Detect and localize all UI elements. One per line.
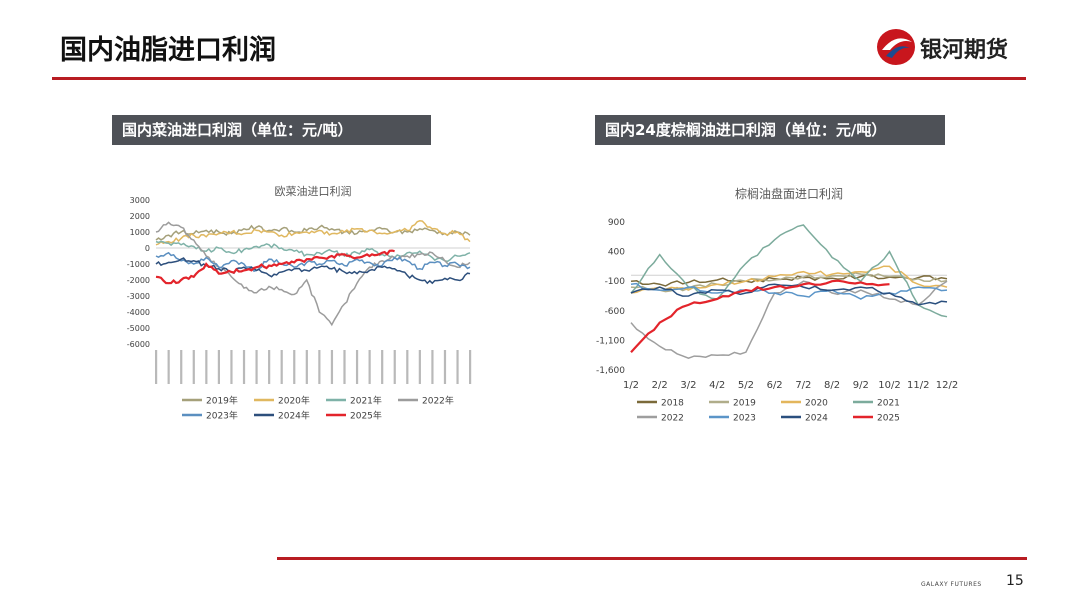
x-tick-label: 10/2 [878, 380, 900, 391]
x-tick-mark [381, 350, 384, 384]
y-tick-label: 1000 [130, 228, 150, 237]
y-tick-label: 900 [608, 218, 625, 228]
series-line-2023 [630, 282, 948, 300]
x-tick-mark [368, 350, 371, 384]
series-line-2023 [155, 251, 471, 273]
legend-label: 2019年 [206, 395, 238, 407]
series-line-2019 [630, 272, 948, 293]
x-tick-mark [469, 350, 472, 384]
right-section-label: 国内24度棕榈油进口利润（单位：元/吨） [595, 115, 945, 145]
x-tick-label: 2/2 [652, 380, 668, 391]
y-tick-label: -6000 [127, 340, 150, 349]
y-tick-label: -600 [605, 307, 626, 317]
chart-title: 欧菜油进口利润 [275, 184, 352, 198]
x-tick-mark [343, 350, 346, 384]
legend-label: 2021 [877, 399, 900, 409]
legend-label: 2020年 [278, 395, 310, 407]
legend-label: 2019 [733, 399, 756, 409]
legend-label: 2022年 [422, 395, 454, 407]
y-tick-label: -100 [605, 277, 626, 287]
x-tick-label: 5/2 [738, 380, 754, 391]
y-tick-label: -2000 [127, 276, 150, 285]
x-tick-mark [330, 350, 334, 384]
x-tick-label: 9/2 [853, 380, 869, 391]
series-line-2024 [630, 283, 948, 306]
legend-label: 2021年 [350, 395, 382, 407]
x-tick-label: 12/2 [936, 380, 958, 391]
legend-label: 2023 [733, 414, 756, 424]
y-tick-label: -1000 [127, 260, 150, 269]
series-line-2025 [155, 249, 395, 285]
x-tick-mark [456, 350, 459, 384]
y-tick-label: 2000 [130, 212, 150, 221]
x-tick-mark [217, 350, 220, 384]
x-tick-mark [393, 350, 396, 384]
galaxy-logo-icon [877, 29, 915, 65]
series-line-2019 [155, 224, 471, 241]
x-tick-mark [242, 350, 246, 384]
palm-oil-import-profit-chart: 棕榈油盘面进口利润 900 400 -100 -600 -1,100 -1,600 1/2 2/… [596, 186, 958, 424]
page-title: 国内油脂进口利润 [60, 35, 276, 66]
y-tick-label: 3000 [130, 196, 150, 205]
x-tick-mark [418, 350, 421, 384]
header-divider [52, 77, 1026, 80]
x-tick-mark [431, 350, 434, 384]
x-tick-mark [305, 350, 308, 384]
x-tick-mark [355, 350, 359, 384]
y-tick-label: -1,100 [596, 336, 625, 346]
x-tick-mark [167, 350, 170, 384]
y-tick-label: -1,600 [596, 366, 625, 376]
series-line-2021 [630, 224, 948, 318]
x-tick-mark [192, 350, 195, 384]
footer-divider [277, 557, 1027, 560]
legend-label: 2018 [661, 399, 684, 409]
legend-label: 2020 [805, 399, 828, 409]
rapeseed-oil-import-profit-chart: 欧菜油进口利润 3000 2000 1000 0 -1000 -2000 -3000 -4000… [127, 184, 472, 422]
x-tick-mark [280, 350, 283, 384]
legend-label: 2024 [805, 414, 828, 424]
series-line-2018 [630, 273, 948, 287]
x-tick-label: 8/2 [824, 380, 840, 391]
y-tick-label: -5000 [127, 324, 150, 333]
footer-brand: GALAXY FUTURES [921, 581, 982, 588]
legend-label: 2025 [877, 414, 900, 424]
series-line-2020 [155, 220, 471, 246]
x-tick-label: 1/2 [623, 380, 639, 391]
x-tick-mark [443, 350, 447, 384]
x-tick-label: 7/2 [795, 380, 811, 391]
x-tick-mark [155, 350, 158, 384]
legend-label: 2024年 [278, 410, 310, 422]
x-tick-mark [318, 350, 321, 384]
legend-label: 2025年 [350, 410, 382, 422]
x-tick-mark [205, 350, 208, 384]
x-tick-label: 4/2 [709, 380, 725, 391]
y-tick-label: -4000 [127, 308, 150, 317]
x-tick-mark [406, 350, 409, 384]
x-tick-label: 11/2 [907, 380, 929, 391]
y-tick-label: -3000 [127, 292, 150, 301]
series-line-2021 [155, 240, 471, 263]
series-line-2022 [155, 221, 471, 327]
x-tick-mark [255, 350, 258, 384]
series-line-2025 [630, 279, 890, 353]
chart-title: 棕榈油盘面进口利润 [735, 186, 843, 201]
x-tick-mark [293, 350, 296, 384]
x-tick-mark [180, 350, 183, 384]
page-number: 15 [1006, 573, 1024, 589]
legend-label: 2023年 [206, 410, 238, 422]
legend-label: 2022 [661, 414, 684, 424]
y-tick-label: 0 [145, 244, 150, 253]
x-tick-label: 3/2 [680, 380, 696, 391]
left-section-label: 国内菜油进口利润（单位：元/吨） [112, 115, 431, 145]
x-tick-mark [230, 350, 233, 384]
x-tick-label: 6/2 [767, 380, 783, 391]
company-logo: 银河期货 [874, 26, 1024, 68]
y-tick-label: 400 [608, 248, 625, 258]
logo-text: 银河期货 [920, 38, 1009, 63]
x-tick-mark [268, 350, 271, 384]
